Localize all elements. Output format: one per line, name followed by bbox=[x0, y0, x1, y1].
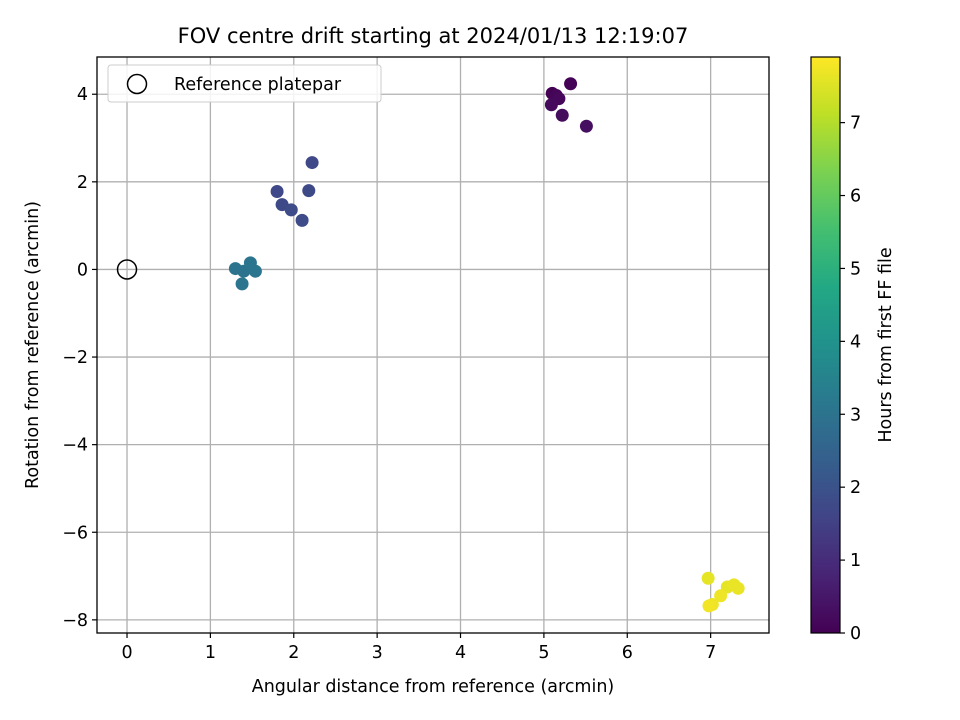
x-tick-label: 0 bbox=[121, 643, 132, 663]
x-tick-label: 1 bbox=[205, 643, 216, 663]
data-point bbox=[284, 203, 298, 217]
data-point bbox=[579, 119, 593, 133]
y-tick-label: −6 bbox=[62, 523, 88, 543]
y-tick-label: 0 bbox=[77, 260, 88, 280]
colorbar-tick-label: 2 bbox=[850, 478, 861, 498]
data-point bbox=[295, 213, 309, 227]
legend-box bbox=[107, 64, 382, 103]
colorbar-tick-label: 5 bbox=[850, 259, 861, 279]
data-point bbox=[302, 184, 316, 198]
x-tick-label: 7 bbox=[705, 643, 716, 663]
x-tick-label: 4 bbox=[455, 643, 466, 663]
x-axis-ticks: 0 1 2 3 4 5 6 7 bbox=[121, 633, 716, 663]
legend: Reference platepar bbox=[107, 64, 382, 103]
data-point bbox=[544, 98, 558, 112]
data-point bbox=[714, 589, 728, 603]
y-tick-label: 4 bbox=[77, 85, 88, 105]
plot-frame bbox=[96, 56, 770, 634]
data-point bbox=[270, 184, 284, 198]
legend-label-reference: Reference platepar bbox=[174, 75, 342, 95]
colorbar-tick-label: 6 bbox=[850, 187, 861, 207]
y-tick-label: −4 bbox=[62, 436, 88, 456]
colorbar-ticks: 0 1 2 3 4 5 6 7 bbox=[840, 114, 861, 644]
reference-marker-layer bbox=[116, 259, 138, 280]
legend-marker-reference bbox=[126, 73, 148, 95]
x-tick-label: 2 bbox=[288, 643, 299, 663]
y-tick-label: −8 bbox=[62, 611, 88, 631]
reference-platepar-marker bbox=[116, 259, 138, 280]
x-tick-label: 3 bbox=[372, 643, 383, 663]
data-points bbox=[228, 77, 745, 613]
y-tick-label: −2 bbox=[62, 348, 88, 368]
y-axis-label: Rotation from reference (arcmin) bbox=[23, 201, 43, 489]
colorbar-tick-label: 0 bbox=[850, 624, 861, 644]
colorbar-tick-label: 1 bbox=[850, 551, 861, 571]
colorbar-label: Hours from first FF file bbox=[876, 247, 896, 442]
x-tick-label: 6 bbox=[622, 643, 633, 663]
colorbar-tick-label: 4 bbox=[850, 332, 861, 352]
data-point bbox=[248, 264, 262, 278]
data-point bbox=[235, 277, 249, 291]
data-point bbox=[305, 156, 319, 170]
grid-lines bbox=[97, 57, 769, 633]
data-point bbox=[564, 77, 578, 91]
data-point bbox=[731, 581, 745, 595]
colorbar-tick-label: 3 bbox=[850, 405, 861, 425]
y-tick-label: 2 bbox=[77, 173, 88, 193]
x-axis-label: Angular distance from reference (arcmin) bbox=[252, 677, 615, 697]
data-point bbox=[701, 571, 715, 585]
colorbar-tick-label: 7 bbox=[850, 114, 861, 134]
chart-title: FOV centre drift starting at 2024/01/13 … bbox=[178, 24, 689, 48]
colorbar bbox=[810, 56, 841, 634]
data-point bbox=[555, 108, 569, 122]
y-axis-ticks: 4 2 0 −2 −4 −6 −8 bbox=[62, 85, 97, 631]
data-point bbox=[702, 599, 716, 613]
x-tick-label: 5 bbox=[538, 643, 549, 663]
